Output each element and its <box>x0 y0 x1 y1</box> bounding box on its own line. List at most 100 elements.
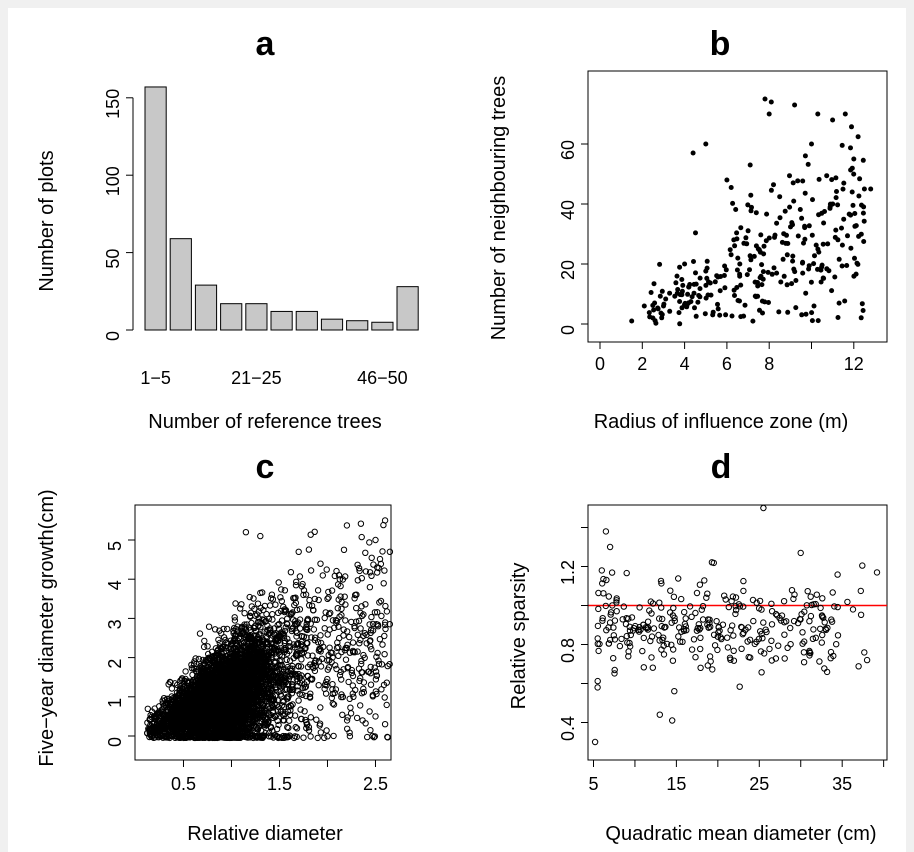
point <box>647 314 653 320</box>
point <box>324 631 331 638</box>
point <box>841 180 847 186</box>
point <box>766 235 772 241</box>
point <box>745 202 751 208</box>
point <box>216 639 224 647</box>
point <box>834 189 839 194</box>
point <box>371 664 378 671</box>
panel-a-x-tick-label: 1−5 <box>140 368 171 388</box>
point <box>795 233 801 239</box>
panel-b-y-tick-label: 60 <box>558 140 578 160</box>
point <box>693 281 699 287</box>
point <box>655 305 661 311</box>
point <box>294 629 301 636</box>
point <box>342 656 350 663</box>
point <box>354 561 361 568</box>
panel-b-points <box>629 96 874 327</box>
point <box>697 286 703 292</box>
point <box>646 310 652 316</box>
point <box>856 233 862 239</box>
point <box>677 264 683 270</box>
point <box>758 273 764 279</box>
point <box>676 310 682 316</box>
point <box>848 245 854 251</box>
point <box>734 230 740 236</box>
bar-41-45 <box>346 320 369 331</box>
point <box>324 595 331 602</box>
point <box>323 566 330 573</box>
panel-b-x-tick-label: 12 <box>844 354 864 374</box>
point <box>759 282 765 288</box>
point <box>287 569 295 576</box>
point <box>860 308 866 313</box>
point <box>714 273 720 279</box>
panel-b-x-tick-label: 0 <box>595 354 605 374</box>
point <box>722 285 728 291</box>
point <box>778 279 784 285</box>
point <box>315 682 322 689</box>
point <box>769 271 775 277</box>
point <box>868 186 874 192</box>
point <box>721 273 727 278</box>
point <box>777 194 783 200</box>
point <box>748 257 754 263</box>
point <box>810 197 815 203</box>
point <box>854 260 860 266</box>
point <box>195 655 203 663</box>
point <box>850 202 856 208</box>
point <box>771 265 777 271</box>
point <box>275 579 282 586</box>
point <box>299 691 306 698</box>
figure-canvas: a 0 50 100 150 1−5 21−25 46−50 Number of refe… <box>8 8 906 852</box>
bar-6-10 <box>169 238 192 331</box>
point <box>661 301 667 307</box>
point <box>811 261 817 267</box>
point <box>809 232 815 238</box>
point <box>822 209 827 214</box>
point <box>295 548 302 555</box>
point <box>839 242 845 248</box>
point <box>777 215 783 221</box>
point <box>372 676 380 683</box>
point <box>380 580 387 587</box>
point <box>849 124 854 130</box>
point <box>310 626 318 633</box>
point <box>281 587 289 594</box>
point <box>349 682 356 689</box>
point <box>650 302 656 308</box>
point <box>329 681 336 688</box>
point <box>821 220 827 226</box>
point <box>682 302 687 308</box>
point <box>648 290 654 295</box>
point <box>307 567 315 574</box>
point <box>675 287 681 292</box>
point <box>369 620 377 628</box>
point <box>367 681 375 688</box>
point <box>809 310 815 316</box>
point <box>293 725 301 732</box>
point <box>839 225 844 231</box>
point <box>861 204 867 210</box>
point <box>339 576 347 583</box>
point <box>855 134 861 140</box>
point <box>703 282 709 288</box>
point <box>802 236 808 242</box>
point <box>323 727 330 734</box>
point <box>366 539 373 546</box>
point <box>314 734 321 742</box>
point <box>366 621 373 628</box>
point <box>372 536 379 544</box>
panel-b-x-tick-label: 8 <box>764 354 774 374</box>
point <box>383 608 391 615</box>
point <box>381 632 388 640</box>
point <box>802 225 808 231</box>
panel-a-y-axis-label: Number of plots <box>36 150 58 291</box>
point <box>849 189 855 195</box>
point <box>762 96 768 102</box>
point <box>795 178 801 184</box>
point <box>686 284 692 290</box>
point <box>296 625 304 632</box>
point <box>378 612 385 620</box>
point <box>802 153 808 159</box>
point <box>815 318 821 324</box>
point <box>764 211 770 217</box>
